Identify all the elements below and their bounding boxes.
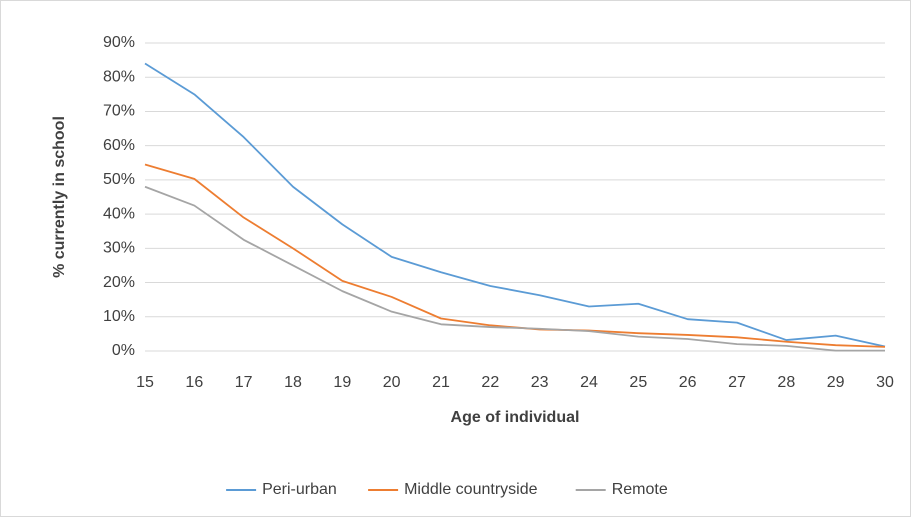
y-tick-label: 90%: [103, 34, 135, 51]
x-tick-label: 19: [333, 374, 351, 391]
y-tick-label: 40%: [103, 205, 135, 222]
x-tick-label: 18: [284, 374, 302, 391]
x-tick-label: 23: [531, 374, 549, 391]
x-tick-label: 28: [777, 374, 795, 391]
y-tick-label: 0%: [112, 342, 135, 359]
legend-label: Remote: [612, 481, 668, 498]
x-tick-label: 26: [679, 374, 697, 391]
y-tick-label: 10%: [103, 308, 135, 325]
x-tick-label: 24: [580, 374, 598, 391]
y-tick-label: 70%: [103, 103, 135, 120]
y-tick-label: 20%: [103, 274, 135, 291]
y-tick-label: 30%: [103, 240, 135, 257]
y-tick-label: 50%: [103, 171, 135, 188]
x-tick-label: 17: [235, 374, 253, 391]
x-tick-label: 16: [185, 374, 203, 391]
series-line: [144, 62, 886, 348]
x-tick-label: 22: [481, 374, 499, 391]
x-tick-label: 21: [432, 374, 450, 391]
x-tick-label: 25: [629, 374, 647, 391]
y-tick-label: 80%: [103, 68, 135, 85]
x-tick-label: 20: [383, 374, 401, 391]
series-line: [144, 185, 885, 352]
legend-label: Peri-urban: [262, 481, 337, 498]
x-tick-label: 29: [827, 374, 845, 391]
x-tick-label: 15: [136, 374, 154, 391]
y-axis-title: % currently in school: [51, 116, 68, 278]
x-tick-label: 30: [876, 374, 894, 391]
x-tick-label: 27: [728, 374, 746, 391]
y-tick-label: 60%: [103, 137, 135, 154]
x-axis-title: Age of individual: [451, 409, 580, 426]
legend-label: Middle countryside: [404, 481, 537, 498]
